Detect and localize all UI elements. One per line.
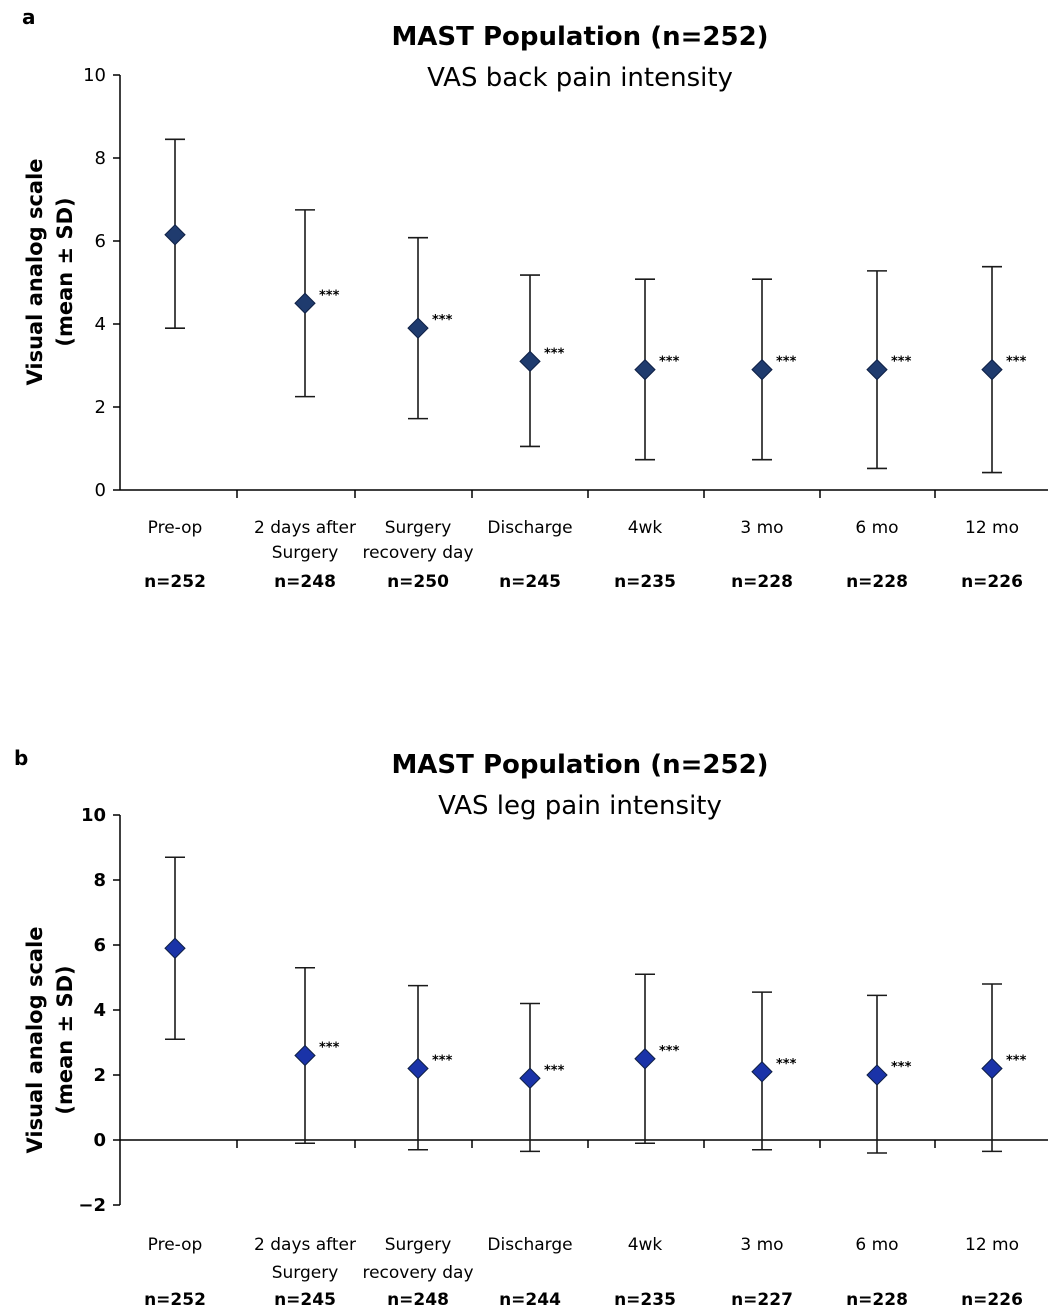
significance-label: *** [776, 1057, 797, 1072]
sample-size-label: n=228 [846, 1290, 908, 1310]
chart-panel-a: a MAST Population (n=252) VAS back pain in… [0, 0, 1060, 640]
x-tick-label: 3 mo [740, 518, 783, 538]
x-tick-label: 2 days after [254, 1235, 356, 1255]
y-tick-label: 6 [93, 935, 106, 956]
sample-size-label: n=227 [731, 1290, 793, 1310]
data-point-marker [751, 1061, 773, 1083]
y-tick-label: 8 [95, 148, 106, 169]
chart-title: MAST Population (n=252) [391, 750, 768, 780]
x-tick-label: Pre-op [148, 518, 203, 538]
significance-label: *** [659, 1044, 680, 1059]
sample-size-label: n=252 [144, 1290, 206, 1310]
x-tick-label: 4wk [628, 1235, 663, 1255]
significance-label: *** [544, 1063, 565, 1078]
y-tick-label: 0 [93, 1130, 106, 1151]
data-point-marker [407, 317, 429, 339]
sample-size-label: n=248 [274, 572, 336, 592]
data-point-marker [294, 1044, 316, 1067]
x-tick-label: 12 mo [965, 518, 1019, 538]
sample-size-label: n=235 [614, 572, 676, 592]
significance-label: *** [1006, 355, 1027, 370]
data-point-marker [407, 1057, 429, 1080]
sample-size-label: n=250 [387, 572, 449, 592]
significance-label: *** [776, 355, 797, 370]
y-axis-label: Visual analog scale [23, 158, 47, 385]
sample-size-label: n=245 [274, 1290, 336, 1310]
data-point-marker [634, 358, 656, 381]
data-point-marker [519, 1067, 541, 1089]
y-tick-label: 0 [95, 480, 106, 501]
y-tick-label: 2 [93, 1065, 106, 1086]
x-tick-label: 6 mo [855, 518, 898, 538]
chart-subtitle: VAS back pain intensity [427, 63, 733, 93]
significance-label: *** [432, 313, 453, 328]
data-point-marker [164, 937, 186, 959]
x-tick-label: Surgery [385, 1235, 452, 1255]
sample-size-label: n=245 [499, 572, 561, 592]
y-tick-label: −2 [78, 1195, 106, 1216]
x-tick-label: 12 mo [965, 1235, 1019, 1255]
y-tick-label: 10 [81, 805, 106, 826]
x-tick-label: Surgery [272, 543, 339, 563]
x-tick-label: recovery day [362, 543, 473, 563]
x-tick-label: 6 mo [855, 1235, 898, 1255]
y-tick-label: 2 [95, 397, 106, 418]
data-point-marker [519, 350, 541, 373]
significance-label: *** [891, 1060, 912, 1075]
significance-label: *** [432, 1054, 453, 1069]
chart-svg-a: a MAST Population (n=252) VAS back pain in… [22, 5, 1048, 592]
x-tick-label: Pre-op [148, 1235, 203, 1255]
chart-title: MAST Population (n=252) [391, 22, 768, 52]
y-tick-label: 4 [95, 314, 106, 335]
x-tick-label: 4wk [628, 518, 663, 538]
significance-label: *** [891, 355, 912, 370]
x-tick-label: Surgery [385, 518, 452, 538]
x-tick-label: 3 mo [740, 1235, 783, 1255]
data-point-marker [634, 1048, 656, 1070]
sample-size-label: n=226 [961, 1290, 1023, 1310]
chart-panel-b: b MAST Population (n=252) VAS leg pain int… [0, 730, 1060, 1313]
sample-size-label: n=248 [387, 1290, 449, 1310]
panel-letter: a [22, 5, 36, 29]
data-point-marker [164, 224, 186, 246]
sample-size-label: n=244 [499, 1290, 561, 1310]
sample-size-label: n=228 [846, 572, 908, 592]
data-point-marker [981, 358, 1003, 381]
chart-svg-b: b MAST Population (n=252) VAS leg pain int… [14, 746, 1048, 1310]
panel-letter: b [14, 746, 28, 770]
significance-label: *** [319, 1041, 340, 1056]
y-tick-label: 4 [93, 1000, 106, 1021]
sample-size-label: n=235 [614, 1290, 676, 1310]
significance-label: *** [319, 288, 340, 303]
data-point-marker [751, 358, 773, 381]
significance-label: *** [1006, 1054, 1027, 1069]
x-tick-label: Surgery [272, 1263, 339, 1283]
sample-size-label: n=226 [961, 572, 1023, 592]
x-tick-label: 2 days after [254, 518, 356, 538]
y-axis-label-2: (mean ± SD) [53, 197, 77, 346]
data-point-marker [866, 1064, 888, 1086]
sample-size-label: n=228 [731, 572, 793, 592]
significance-label: *** [659, 355, 680, 370]
y-axis-label-2: (mean ± SD) [53, 965, 77, 1114]
x-tick-label: Discharge [487, 518, 572, 538]
data-point-marker [294, 292, 316, 314]
significance-label: *** [544, 346, 565, 361]
chart-subtitle: VAS leg pain intensity [438, 791, 722, 821]
sample-size-label: n=252 [144, 572, 206, 592]
data-point-marker [981, 1057, 1003, 1080]
y-axis-label: Visual analog scale [23, 926, 47, 1153]
y-tick-label: 8 [93, 870, 106, 891]
x-tick-label: Discharge [487, 1235, 572, 1255]
y-tick-label: 6 [95, 231, 106, 252]
y-tick-label: 10 [83, 65, 106, 86]
x-tick-label: recovery day [362, 1263, 473, 1283]
data-point-marker [866, 358, 888, 381]
